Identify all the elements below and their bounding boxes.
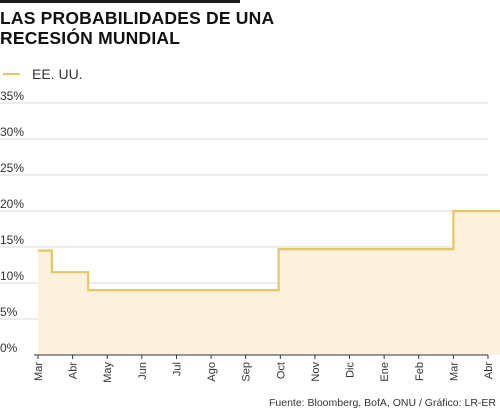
- x-tick-label: Feb: [414, 362, 426, 381]
- y-tick-label: 25%: [0, 161, 24, 175]
- y-tick-labels: 0% 5% 10% 15% 20% 25% 30% 35%: [0, 89, 24, 355]
- x-tick-label: Nov: [310, 362, 322, 382]
- x-tick-label: Ene: [379, 362, 391, 382]
- y-tick-label: 0%: [0, 341, 18, 355]
- legend: EE. UU.: [3, 66, 83, 82]
- series-line-ee-uu: [38, 209, 500, 292]
- x-tick-label: Sep: [241, 362, 253, 382]
- y-tick-label: 5%: [0, 305, 18, 319]
- x-tick-labels: Mar Abr May Jun Jul Ago Sep Oct Nov Dic Ene Feb Mar A…: [33, 362, 495, 383]
- y-tick-label: 20%: [0, 197, 24, 211]
- x-tick-label: Ago: [206, 362, 218, 382]
- y-tick-label: 15%: [0, 233, 24, 247]
- y-tick-label: 30%: [0, 125, 24, 139]
- x-tick-label: May: [102, 362, 114, 383]
- chart-title: LAS PROBABILIDADES DE UNA RECESIÓN MUNDI…: [0, 8, 274, 48]
- x-tick-label: Abr: [483, 362, 495, 379]
- series-area: [38, 211, 500, 355]
- x-tick-label: Oct: [275, 362, 287, 379]
- x-tick-label: Dic: [345, 362, 357, 378]
- x-tick-label: Jul: [172, 362, 184, 376]
- series-line: [38, 209, 500, 292]
- title-rule: [0, 0, 240, 3]
- legend-label-ee-uu: EE. UU.: [32, 66, 83, 82]
- axes: [34, 354, 489, 359]
- legend-swatch-ee-uu: [3, 73, 20, 75]
- series-area-ee-uu: [38, 211, 500, 355]
- x-tick-label: Jun: [137, 362, 149, 380]
- y-tick-label: 10%: [0, 269, 24, 283]
- x-tick-label: Mar: [448, 362, 460, 381]
- x-tick-label: Abr: [68, 362, 80, 379]
- x-tick-label: Mar: [33, 362, 45, 381]
- y-tick-label: 35%: [0, 89, 24, 103]
- source-note: Fuente: Bloomberg, BofA, ONU / Gráfico: …: [268, 397, 496, 409]
